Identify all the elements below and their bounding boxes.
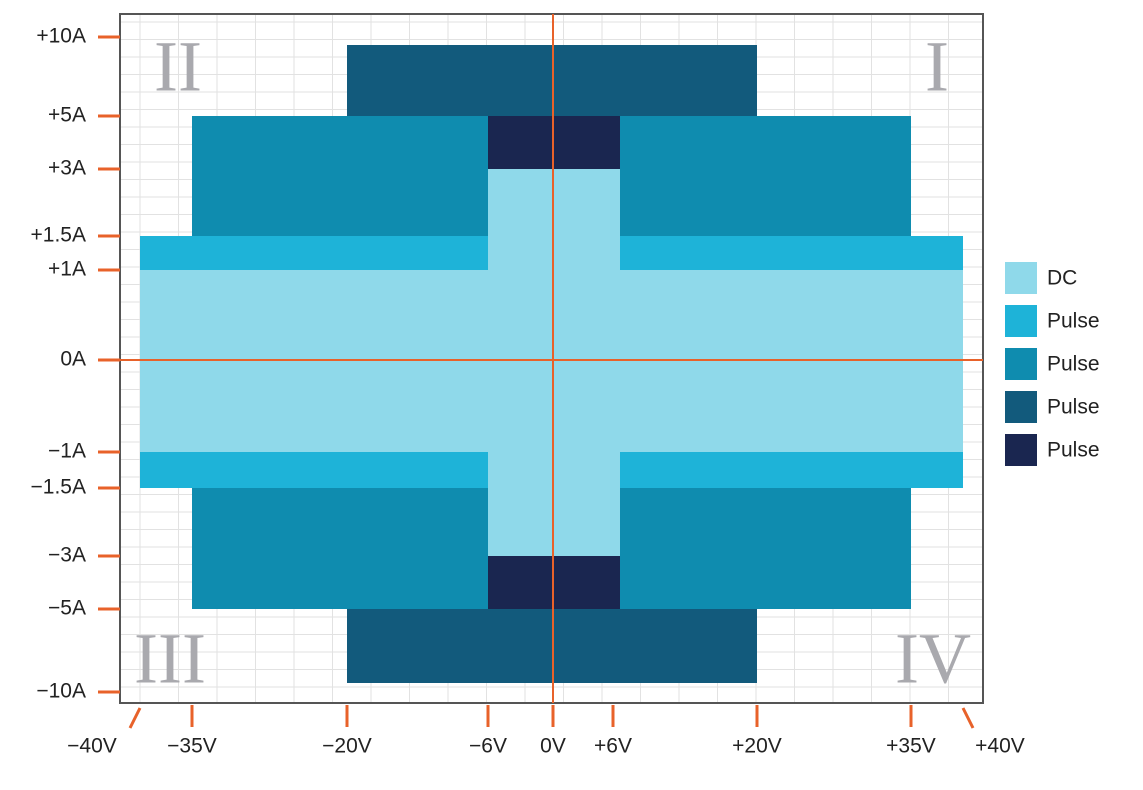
x-tick — [961, 707, 975, 729]
x-tick-label: −20V — [322, 735, 372, 758]
region — [192, 488, 488, 609]
x-tick-label: +35V — [886, 735, 936, 758]
legend-label: Pulse — [1047, 439, 1100, 462]
quadrant-label: III — [134, 619, 206, 699]
y-tick-label: −1A — [48, 440, 86, 463]
y-tick-label: 0A — [60, 348, 86, 371]
y-tick-label: +5A — [48, 104, 86, 127]
y-tick-label: +1.5A — [31, 224, 86, 247]
y-tick-label: −5A — [48, 597, 86, 620]
region — [620, 116, 911, 236]
y-tick-label: +10A — [36, 25, 86, 48]
region — [140, 236, 488, 270]
y-tick-label: −3A — [48, 544, 86, 567]
x-tick-label: +20V — [732, 735, 782, 758]
y-tick-label: +1A — [48, 258, 86, 281]
legend-swatch — [1005, 262, 1037, 294]
y-tick-label: −1.5A — [31, 476, 86, 499]
quadrant-label: I — [925, 27, 949, 107]
y-tick-label: −10A — [36, 680, 86, 703]
x-tick-label: −40V — [67, 735, 117, 758]
region — [620, 236, 963, 270]
legend-label: Pulse — [1047, 310, 1100, 333]
x-tick-label: +40V — [975, 735, 1025, 758]
legend-label: Pulse — [1047, 396, 1100, 419]
region — [620, 452, 963, 488]
legend-swatch — [1005, 305, 1037, 337]
region — [192, 116, 488, 236]
legend-label: Pulse — [1047, 353, 1100, 376]
y-tick-label: +3A — [48, 157, 86, 180]
region — [620, 488, 911, 609]
x-tick — [128, 707, 142, 729]
quadrant-label: IV — [895, 619, 971, 699]
legend-swatch — [1005, 348, 1037, 380]
legend-swatch — [1005, 391, 1037, 423]
region — [140, 452, 488, 488]
x-tick-label: +6V — [594, 735, 632, 758]
quadrant-label: II — [154, 27, 202, 107]
x-tick-label: −6V — [469, 735, 507, 758]
legend-swatch — [1005, 434, 1037, 466]
x-tick-label: −35V — [167, 735, 217, 758]
x-tick-label: 0V — [540, 735, 566, 758]
legend-label: DC — [1047, 267, 1077, 290]
